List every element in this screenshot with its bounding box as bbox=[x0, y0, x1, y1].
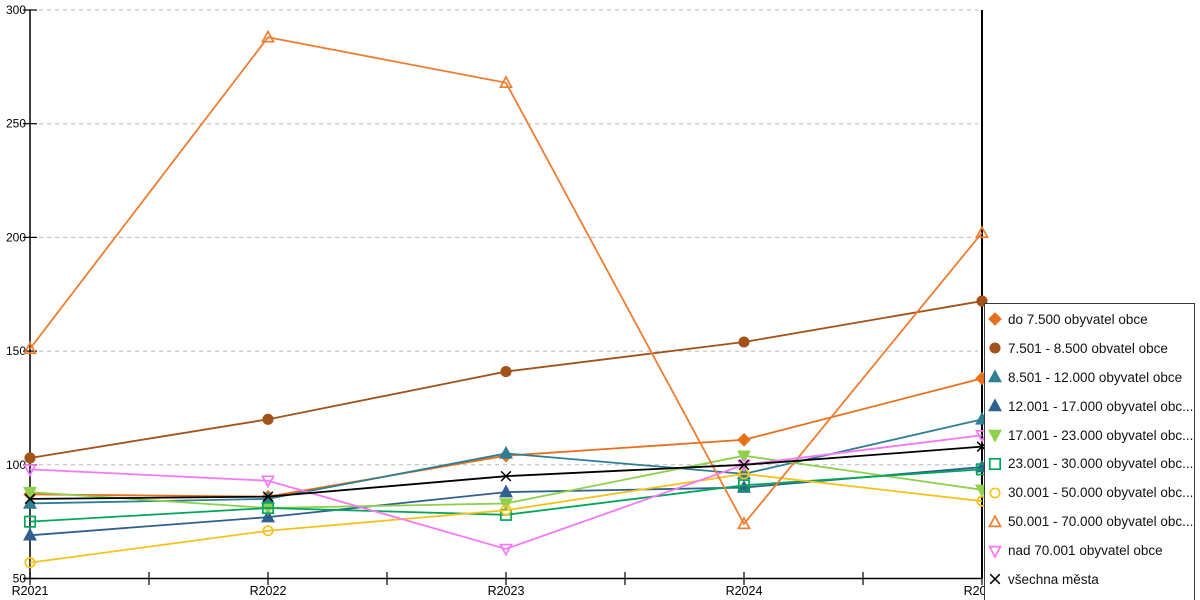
triangle-up-marker-icon bbox=[988, 369, 1002, 383]
legend-item: 7.501 - 8.500 obvatel obce bbox=[986, 334, 1194, 363]
x-tick-label: R2024 bbox=[726, 584, 763, 598]
y-tick-label: 300 bbox=[6, 3, 26, 17]
legend-item: 17.001 - 23.000 obyvatel obc... bbox=[986, 421, 1194, 450]
series-6 bbox=[24, 468, 988, 569]
square-marker-icon bbox=[988, 457, 1002, 470]
data-point-marker bbox=[23, 515, 37, 528]
data-point-marker bbox=[738, 336, 750, 348]
legend-item: 8.501 - 12.000 obyvatel obce bbox=[986, 363, 1194, 392]
legend-item: 50.001 - 70.000 obyvatel obc... bbox=[986, 507, 1194, 536]
series-line bbox=[29, 300, 983, 459]
legend-item-label: 8.501 - 12.000 obyvatel obce bbox=[1008, 369, 1183, 385]
circle-marker-icon bbox=[989, 487, 1001, 499]
legend-item-label: do 7.500 obyvatel obce bbox=[1008, 311, 1148, 327]
data-point-marker bbox=[23, 527, 37, 541]
legend-item: nad 70.001 obyvatel obce bbox=[986, 536, 1194, 565]
x-marker-icon bbox=[989, 574, 1001, 585]
legend-item: 23.001 - 30.000 obyvatel obc... bbox=[986, 449, 1194, 478]
data-point-marker bbox=[23, 341, 37, 355]
data-point-marker bbox=[23, 464, 37, 477]
legend-item-label: 7.501 - 8.500 obvatel obce bbox=[1008, 340, 1168, 356]
data-point-marker bbox=[24, 452, 36, 464]
legend-item: všechna města bbox=[986, 565, 1194, 594]
data-point-marker bbox=[23, 495, 37, 509]
triangle-up-marker-icon bbox=[988, 398, 1002, 412]
data-point-marker bbox=[261, 509, 275, 523]
legend-item-label: 50.001 - 70.000 obyvatel obc... bbox=[1008, 514, 1194, 530]
series-line bbox=[29, 434, 983, 550]
legend-item-label: 23.001 - 30.000 obyvatel obc... bbox=[1008, 456, 1194, 472]
data-point-marker bbox=[499, 75, 513, 89]
data-point-marker bbox=[499, 484, 513, 498]
data-point-marker bbox=[500, 504, 512, 516]
data-point-marker bbox=[737, 450, 751, 464]
data-point-marker bbox=[737, 479, 751, 493]
data-point-marker bbox=[23, 486, 37, 500]
data-point-marker bbox=[499, 498, 513, 512]
legend-item: 12.001 - 17.000 obyvatel obc... bbox=[986, 392, 1194, 421]
series-1 bbox=[24, 295, 988, 464]
data-point-marker bbox=[499, 445, 513, 459]
data-point-marker bbox=[24, 557, 36, 569]
data-point-marker bbox=[737, 516, 751, 530]
data-point-marker bbox=[500, 470, 512, 482]
data-point-marker bbox=[262, 413, 274, 425]
data-point-marker bbox=[499, 543, 513, 557]
data-point-marker bbox=[261, 475, 275, 489]
legend: do 7.500 obyvatel obce 7.501 - 8.500 obva… bbox=[984, 303, 1195, 600]
y-tick-label: 250 bbox=[6, 117, 26, 131]
data-point-marker bbox=[261, 501, 275, 515]
series-0 bbox=[23, 371, 989, 504]
data-point-marker bbox=[261, 29, 275, 43]
circle-marker-icon bbox=[989, 342, 1001, 354]
data-point-marker bbox=[24, 493, 36, 505]
legend-item-label: všechna města bbox=[1008, 571, 1099, 587]
y-tick-label: 150 bbox=[6, 344, 26, 358]
legend-item: 30.001 - 50.000 obyvatel obc... bbox=[986, 478, 1194, 507]
data-point-marker bbox=[262, 491, 274, 502]
series-line bbox=[29, 472, 983, 564]
y-tick-label: 200 bbox=[6, 230, 26, 244]
data-point-marker bbox=[262, 525, 274, 537]
legend-item-label: 12.001 - 17.000 obyvatel obc... bbox=[1008, 398, 1194, 414]
data-point-marker bbox=[737, 432, 751, 447]
triangle-up-marker-icon bbox=[988, 514, 1002, 527]
series-line bbox=[29, 36, 983, 526]
data-point-marker bbox=[738, 459, 750, 471]
y-tick-label: 100 bbox=[6, 458, 26, 472]
series-7 bbox=[23, 29, 989, 530]
x-tick-label: R2023 bbox=[488, 584, 525, 598]
data-point-marker bbox=[737, 479, 751, 492]
data-point-marker bbox=[500, 366, 512, 378]
y-tick-label: 50 bbox=[13, 572, 27, 586]
legend-item-label: nad 70.001 obyvatel obce bbox=[1008, 543, 1163, 559]
data-point-marker bbox=[975, 225, 989, 239]
diamond-marker-icon bbox=[988, 312, 1002, 327]
legend-item-label: 30.001 - 50.000 obyvatel obc... bbox=[1008, 485, 1194, 501]
legend-item: do 7.500 obyvatel obce bbox=[986, 305, 1194, 334]
legend-item-label: 17.001 - 23.000 obyvatel obc... bbox=[1008, 427, 1194, 443]
triangle-down-marker-icon bbox=[988, 429, 1002, 443]
x-tick-label: R2022 bbox=[250, 584, 287, 598]
x-tick-label: R2021 bbox=[12, 584, 49, 598]
triangle-down-marker-icon bbox=[988, 545, 1002, 559]
series-4 bbox=[23, 450, 989, 516]
